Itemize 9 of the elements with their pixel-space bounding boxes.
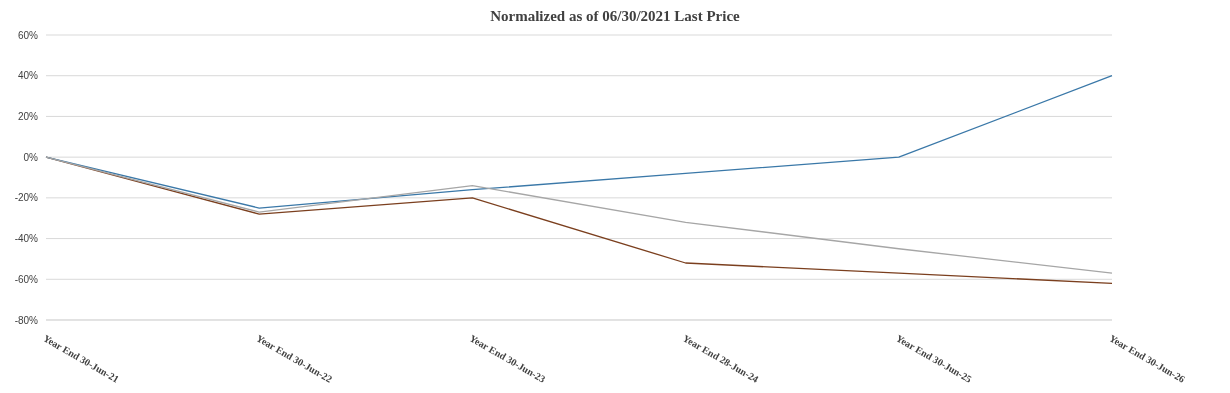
- y-tick-label: -60%: [14, 273, 39, 285]
- chart-title: Normalized as of 06/30/2021 Last Price: [489, 8, 741, 26]
- y-tick-label: -20%: [14, 192, 39, 204]
- y-tick-label: -80%: [14, 314, 39, 326]
- y-tick-label: 0%: [23, 151, 39, 163]
- y-tick-label: -40%: [14, 233, 39, 245]
- y-tick-label: 20%: [17, 110, 39, 122]
- y-tick-label: 60%: [17, 29, 39, 41]
- y-tick-label: 40%: [17, 70, 39, 82]
